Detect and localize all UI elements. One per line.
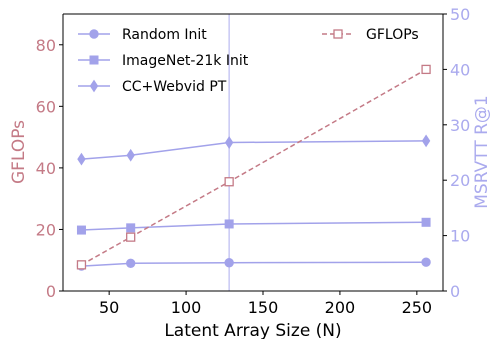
left-y-tick-label: 40 (36, 159, 56, 178)
plot-axes (62, 13, 444, 292)
data-point (76, 225, 86, 235)
series-line-1 (81, 221, 427, 231)
legend-marker (89, 29, 99, 39)
left-y-tick-label: 20 (36, 220, 56, 239)
data-point (125, 258, 136, 268)
x-tick-label: 200 (325, 298, 356, 317)
left-axis-label: GFLOPs (9, 120, 29, 184)
series-line-0 (81, 261, 427, 267)
data-point (421, 134, 431, 148)
left-y-tick-label: 80 (36, 36, 56, 55)
right-axis-label: MSRVTT R@1 (472, 95, 492, 208)
data-point (421, 64, 431, 75)
x-tick-label: 50 (99, 298, 119, 317)
legend-label: GFLOPs (366, 27, 419, 43)
legend-label: Random Init (122, 27, 207, 43)
data-point (421, 217, 431, 227)
data-point (421, 257, 431, 267)
right-y-tick-label: 50 (450, 5, 470, 24)
right-y-tick-label: 10 (450, 227, 470, 246)
series-line-3 (81, 68, 427, 266)
legend-marker (89, 55, 99, 65)
legend-marker (89, 79, 99, 93)
data-point (77, 152, 86, 166)
x-tick-label: 150 (248, 298, 279, 317)
left-y-tick-label: 0 (46, 282, 56, 301)
series-line-2 (81, 140, 427, 160)
data-point (76, 260, 87, 270)
data-point (224, 136, 234, 149)
data-point (224, 219, 234, 229)
tick-group: 50 100 150 200 250 0 20 40 60 80 0 10 20 30 40 50 (36, 5, 471, 317)
right-y-tick-label: 20 (450, 171, 470, 190)
x-tick-label: 100 (171, 298, 202, 317)
legend: Random Init ImageNet-21k Init CC+Webvid PT… (78, 27, 419, 95)
data-point (126, 232, 136, 242)
right-y-tick-label: 0 (450, 282, 460, 301)
left-y-tick-label: 60 (36, 97, 56, 116)
legend-label: CC+Webvid PT (122, 79, 227, 95)
data-point (126, 148, 135, 162)
x-tick-label: 250 (402, 298, 433, 317)
series-group (76, 64, 431, 271)
data-point (224, 258, 234, 268)
legend-label: ImageNet-21k Init (122, 53, 249, 69)
x-axis-label: Latent Array Size (N) (164, 321, 341, 339)
right-y-tick-label: 30 (450, 116, 470, 135)
right-y-tick-label: 40 (450, 60, 470, 79)
data-point (126, 223, 136, 233)
data-point (224, 177, 234, 187)
legend-marker (333, 29, 343, 39)
